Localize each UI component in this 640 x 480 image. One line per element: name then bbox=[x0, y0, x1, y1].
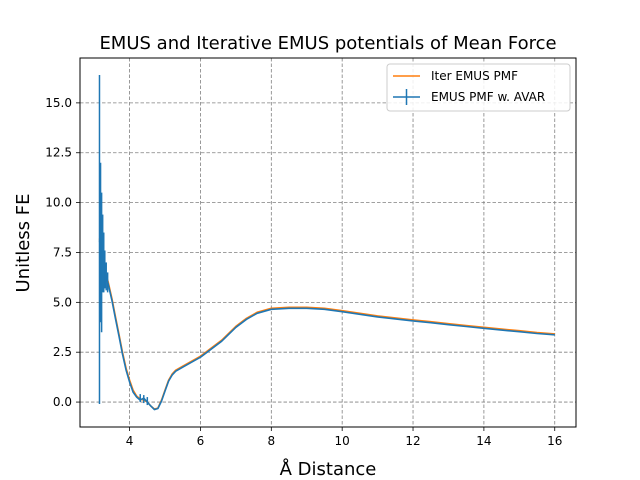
series-line-emus bbox=[98, 240, 555, 411]
x-axis-label: Å Distance bbox=[280, 458, 377, 480]
chart-title: EMUS and Iterative EMUS potentials of Me… bbox=[99, 33, 556, 54]
plot-area-frame bbox=[79, 57, 577, 428]
x-tick-label: 6 bbox=[197, 434, 205, 448]
x-tick-label: 10 bbox=[335, 434, 350, 448]
grid-layer bbox=[80, 58, 576, 427]
x-tick-label: 14 bbox=[476, 434, 491, 448]
legend: Iter EMUS PMF EMUS PMF w. AVAR bbox=[386, 63, 571, 112]
y-tick-layer: 0.0 2.5 5.0 7.5 10.0 12.5 15.0 bbox=[45, 96, 80, 409]
y-tick-label: 10.0 bbox=[45, 196, 72, 210]
x-tick-label: 16 bbox=[547, 434, 562, 448]
legend-label-iter-emus: Iter EMUS PMF bbox=[431, 69, 518, 83]
legend-box bbox=[386, 63, 571, 112]
series-layer bbox=[98, 74, 555, 411]
y-tick-label: 0.0 bbox=[53, 395, 72, 409]
x-tick-label: 12 bbox=[405, 434, 420, 448]
x-tick-layer: 4 6 8 10 12 14 16 bbox=[126, 427, 562, 448]
x-tick-label: 4 bbox=[126, 434, 134, 448]
legend-label-emus: EMUS PMF w. AVAR bbox=[431, 90, 545, 104]
y-tick-label: 15.0 bbox=[45, 96, 72, 110]
y-tick-label: 12.5 bbox=[45, 146, 72, 160]
y-tick-label: 5.0 bbox=[53, 295, 72, 309]
y-axis-label: Unitless FE bbox=[13, 194, 34, 293]
y-tick-label: 2.5 bbox=[53, 345, 72, 359]
x-tick-label: 8 bbox=[267, 434, 275, 448]
y-tick-label: 7.5 bbox=[53, 245, 72, 259]
